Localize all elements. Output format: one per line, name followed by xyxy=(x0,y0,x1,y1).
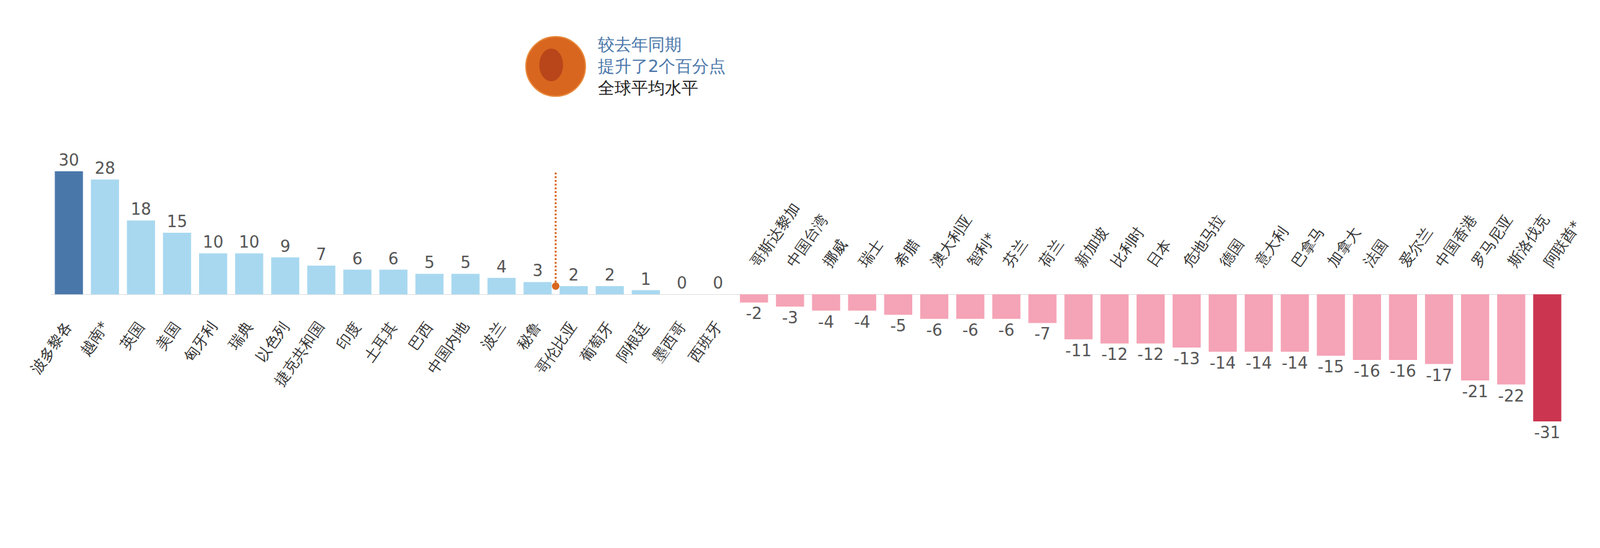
svg-text:7: 7 xyxy=(316,244,327,264)
svg-text:瑞典: 瑞典 xyxy=(225,318,257,353)
svg-text:中国内地: 中国内地 xyxy=(424,318,473,378)
svg-text:新加坡: 新加坡 xyxy=(1071,223,1112,270)
svg-text:-6: -6 xyxy=(962,320,979,340)
svg-text:-3: -3 xyxy=(782,308,799,327)
svg-text:-15: -15 xyxy=(1317,357,1344,376)
svg-text:美国: 美国 xyxy=(152,318,184,353)
svg-text:-4: -4 xyxy=(817,312,835,332)
svg-text:斯洛伐克: 斯洛伐克 xyxy=(1504,210,1553,270)
svg-text:哥斯达黎加: 哥斯达黎加 xyxy=(746,199,804,270)
svg-text:荷兰: 荷兰 xyxy=(1035,235,1067,270)
svg-text:瑞士: 瑞士 xyxy=(855,235,887,270)
svg-text:芬兰: 芬兰 xyxy=(999,235,1031,270)
svg-text:-7: -7 xyxy=(1034,324,1051,343)
svg-text:-17: -17 xyxy=(1425,365,1452,385)
svg-text:葡萄牙: 葡萄牙 xyxy=(576,318,617,366)
svg-text:巴西: 巴西 xyxy=(404,318,436,353)
svg-text:比利时: 比利时 xyxy=(1107,223,1148,271)
svg-text:-4: -4 xyxy=(853,312,871,332)
svg-text:9: 9 xyxy=(280,236,291,256)
svg-text:28: 28 xyxy=(94,158,116,178)
svg-text:30: 30 xyxy=(58,150,80,170)
svg-text:-12: -12 xyxy=(1137,344,1164,364)
svg-text:-16: -16 xyxy=(1353,361,1380,381)
svg-text:3: 3 xyxy=(532,261,544,280)
svg-text:智利*: 智利* xyxy=(963,229,1000,270)
svg-text:2: 2 xyxy=(568,265,580,285)
svg-text:匈牙利: 匈牙利 xyxy=(180,318,221,365)
svg-text:-14: -14 xyxy=(1209,353,1236,373)
svg-text:罗马尼亚: 罗马尼亚 xyxy=(1467,211,1517,271)
svg-text:-6: -6 xyxy=(998,320,1015,340)
svg-text:波多黎各: 波多黎各 xyxy=(27,318,76,378)
svg-text:以色列: 以色列 xyxy=(252,318,293,365)
svg-text:-12: -12 xyxy=(1101,344,1128,364)
svg-text:日本: 日本 xyxy=(1143,236,1175,271)
svg-text:1: 1 xyxy=(640,269,652,289)
svg-text:土耳其: 土耳其 xyxy=(360,318,400,366)
svg-text:德国: 德国 xyxy=(1216,235,1248,270)
svg-text:-14: -14 xyxy=(1245,353,1272,373)
svg-text:中国香港: 中国香港 xyxy=(1431,211,1481,271)
svg-text:意大利: 意大利 xyxy=(1251,223,1292,271)
svg-text:6: 6 xyxy=(388,249,399,268)
svg-text:加拿大: 加拿大 xyxy=(1324,223,1364,270)
svg-text:-16: -16 xyxy=(1389,361,1416,381)
svg-text:挪威: 挪威 xyxy=(819,235,851,270)
svg-text:哥伦比亚: 哥伦比亚 xyxy=(532,318,581,378)
svg-text:希腊: 希腊 xyxy=(891,236,923,271)
svg-text:西班牙: 西班牙 xyxy=(685,318,725,365)
svg-text:-5: -5 xyxy=(889,316,907,335)
svg-text:巴拿马: 巴拿马 xyxy=(1288,223,1328,270)
svg-text:越南*: 越南* xyxy=(76,318,113,359)
svg-text:-2: -2 xyxy=(746,303,763,323)
svg-text:18: 18 xyxy=(130,199,152,219)
svg-text:波兰: 波兰 xyxy=(477,318,509,353)
svg-text:4: 4 xyxy=(496,257,508,276)
svg-text:10: 10 xyxy=(202,232,224,252)
svg-text:阿根廷: 阿根廷 xyxy=(612,318,653,366)
svg-text:-21: -21 xyxy=(1461,382,1488,401)
svg-text:捷克共和国: 捷克共和国 xyxy=(271,318,329,389)
svg-text:危地马拉: 危地马拉 xyxy=(1179,211,1228,271)
svg-text:-13: -13 xyxy=(1173,349,1200,368)
svg-text:秘鲁: 秘鲁 xyxy=(513,318,545,353)
svg-text:墨西哥: 墨西哥 xyxy=(649,318,689,365)
svg-text:较去年同期提升了2个百分点全球平均水平: 较去年同期提升了2个百分点全球平均水平 xyxy=(597,34,726,98)
svg-text:阿联酋*: 阿联酋* xyxy=(1540,217,1585,271)
svg-text:5: 5 xyxy=(424,253,435,272)
svg-text:-22: -22 xyxy=(1498,386,1525,405)
svg-text:10: 10 xyxy=(238,232,260,252)
svg-text:5: 5 xyxy=(460,253,471,272)
svg-text:爱尔兰: 爱尔兰 xyxy=(1395,223,1436,271)
svg-text:英国: 英国 xyxy=(116,318,148,353)
svg-text:0: 0 xyxy=(712,273,724,293)
svg-text:-11: -11 xyxy=(1065,341,1092,360)
svg-text:-14: -14 xyxy=(1281,353,1308,373)
svg-text:0: 0 xyxy=(676,273,688,293)
svg-text:-6: -6 xyxy=(926,320,943,340)
svg-text:15: 15 xyxy=(166,212,188,231)
svg-text:2: 2 xyxy=(604,265,616,285)
svg-text:印度: 印度 xyxy=(333,318,365,353)
svg-text:澳大利亚: 澳大利亚 xyxy=(927,211,976,271)
svg-text:法国: 法国 xyxy=(1360,235,1392,270)
svg-text:6: 6 xyxy=(352,249,363,268)
svg-text:中国台湾: 中国台湾 xyxy=(783,210,832,270)
svg-text:-31: -31 xyxy=(1534,422,1561,442)
